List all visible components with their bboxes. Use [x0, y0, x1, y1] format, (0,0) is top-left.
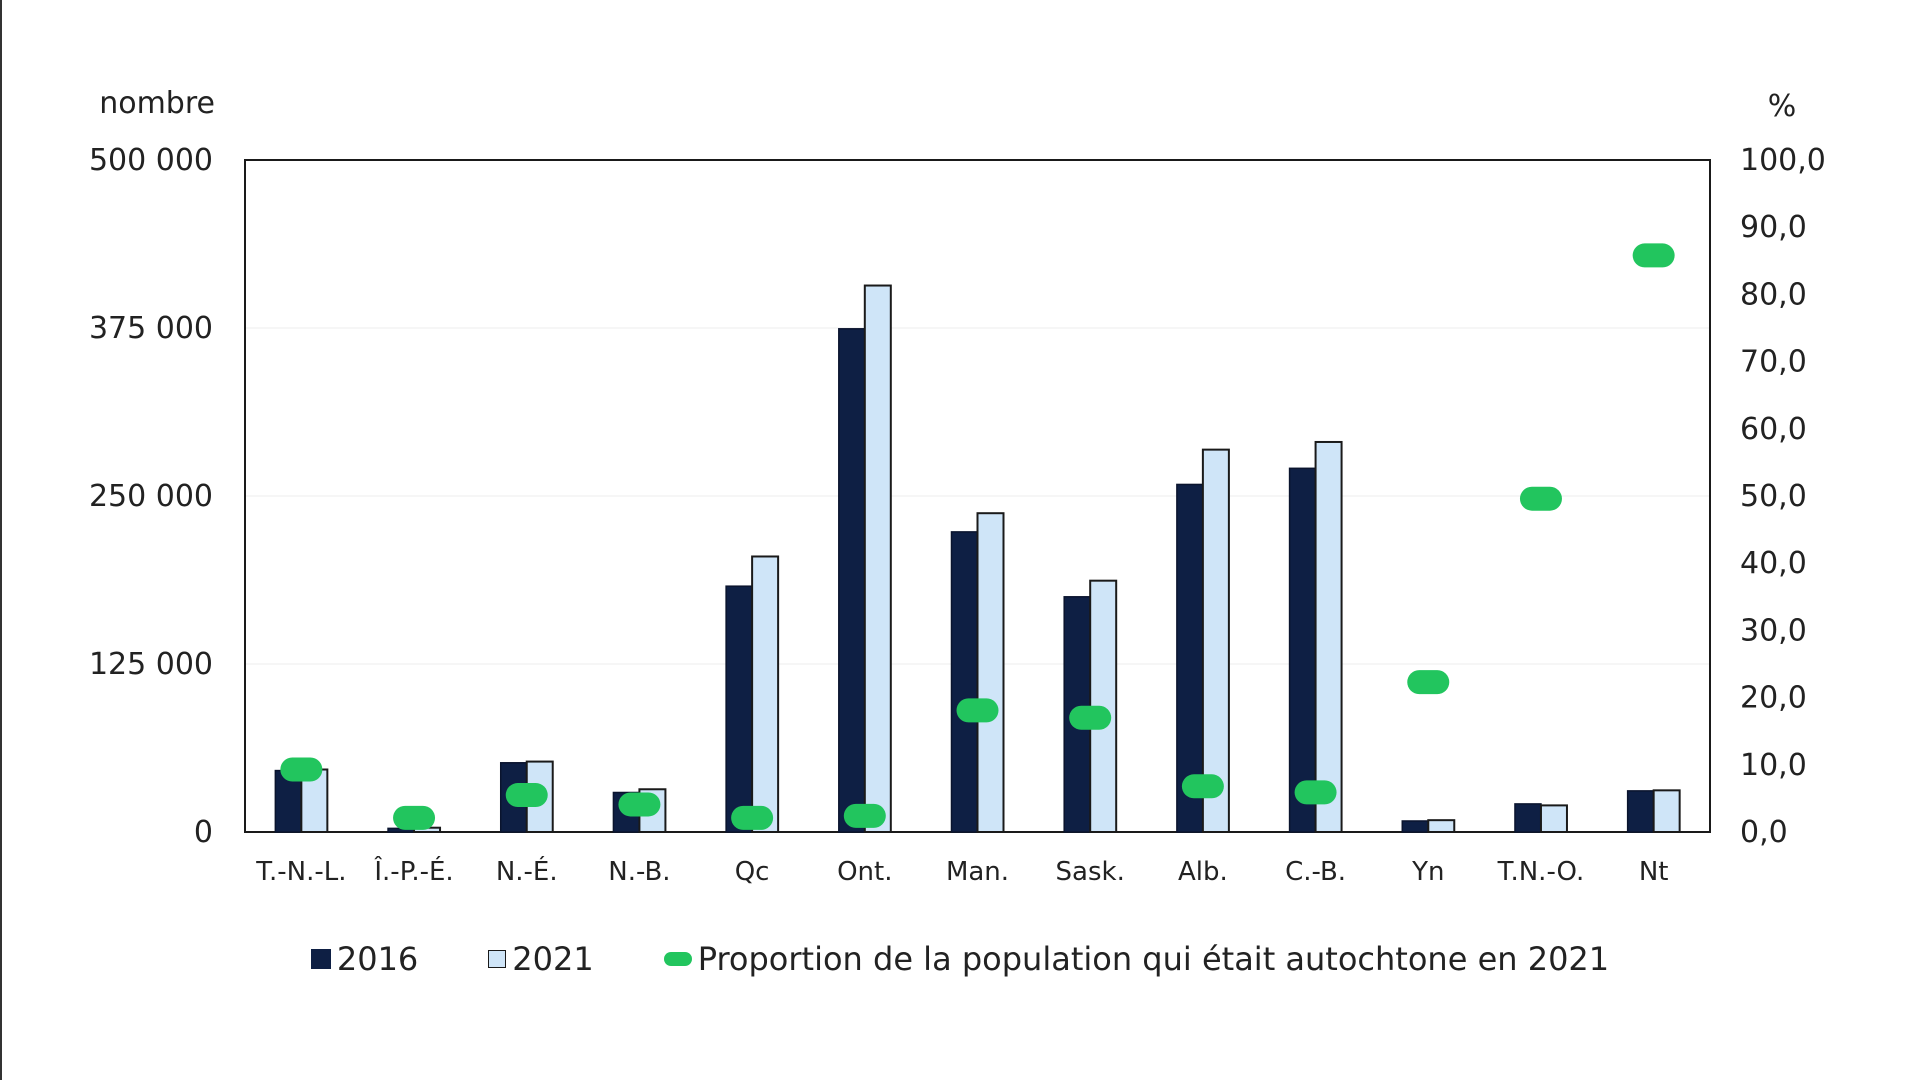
legend-swatch-proportion — [663, 952, 692, 966]
x-tick-label: Alb. — [1178, 857, 1228, 887]
bar-2021 — [863, 284, 892, 833]
bar-2021 — [976, 512, 1005, 833]
y2-tick-label: 0,0 — [1740, 815, 1788, 850]
y-tick-label: 500 000 — [89, 143, 213, 178]
bars — [274, 284, 1681, 834]
legend-item-2016: 2016 — [310, 940, 419, 978]
y2-tick-label: 100,0 — [1740, 143, 1826, 178]
bar-2016 — [725, 585, 753, 833]
proportion-point — [505, 783, 548, 808]
proportion-point — [1181, 774, 1224, 799]
bar-2021 — [1427, 819, 1456, 833]
y2-tick-label: 40,0 — [1740, 546, 1807, 581]
bar-2021 — [1201, 448, 1230, 833]
proportion-point — [280, 757, 323, 782]
x-tick-label: Nt — [1639, 857, 1669, 887]
legend-item-proportion: Proportion de la population qui était au… — [663, 940, 1610, 978]
left-edge-line — [0, 0, 2, 1080]
proportion-points — [280, 243, 1675, 830]
y-axis-ticks: 0 125 000 250 000 375 000 500 000 — [89, 143, 213, 850]
legend-label-2016: 2016 — [336, 940, 419, 978]
y2-axis-label: % — [1768, 89, 1797, 124]
bar-2016 — [1626, 790, 1655, 833]
y2-tick-label: 10,0 — [1740, 748, 1807, 783]
x-tick-label: Yn — [1411, 857, 1444, 887]
x-tick-label: C.-B. — [1285, 857, 1346, 887]
proportion-point — [956, 698, 999, 723]
x-axis-ticks: T.-N.-L. Î.-P.-É. N.-É. N.-B. Qc Ont. Man. Sask… — [255, 855, 1668, 887]
x-tick-label: Qc — [735, 857, 770, 887]
bar-2016 — [838, 328, 866, 833]
bar-2021 — [1314, 440, 1343, 833]
proportion-point — [618, 792, 661, 817]
legend-swatch-2021 — [488, 950, 507, 968]
x-tick-label: T.N.-O. — [1497, 857, 1585, 887]
x-tick-label: Man. — [946, 857, 1009, 887]
proportion-point — [731, 805, 774, 830]
y2-tick-label: 90,0 — [1740, 210, 1807, 245]
proportion-point — [1632, 243, 1675, 268]
x-tick-label: T.-N.-L. — [255, 857, 346, 887]
y-tick-label: 125 000 — [89, 647, 213, 682]
y2-tick-label: 80,0 — [1740, 277, 1807, 312]
bar-2016 — [1288, 467, 1317, 833]
y2-axis-ticks: 0,0 10,0 20,0 30,0 40,0 50,0 60,0 70,0 80,0 90,0 1… — [1740, 143, 1826, 850]
bar-2021 — [1539, 804, 1568, 833]
y2-tick-label: 30,0 — [1740, 613, 1807, 648]
proportion-point — [1407, 670, 1450, 695]
proportion-point — [1519, 486, 1562, 511]
x-tick-label: Sask. — [1056, 857, 1125, 887]
y2-tick-label: 70,0 — [1740, 345, 1807, 380]
x-tick-label: Ont. — [837, 857, 892, 887]
bar-2021 — [751, 555, 780, 833]
legend-swatch-2016 — [310, 949, 331, 969]
y2-tick-label: 50,0 — [1740, 479, 1807, 514]
x-tick-label: N.-É. — [496, 855, 558, 887]
legend-label-proportion: Proportion de la population qui était au… — [697, 940, 1610, 978]
y-tick-label: 250 000 — [89, 479, 213, 514]
legend-item-2021: 2021 — [488, 940, 594, 978]
bar-2016 — [950, 531, 979, 833]
bar-2016 — [1514, 803, 1542, 833]
y-axis-label: nombre — [99, 86, 215, 121]
y2-tick-label: 60,0 — [1740, 412, 1807, 447]
proportion-point — [843, 803, 886, 828]
y-tick-label: 0 — [194, 815, 213, 850]
proportion-point — [1294, 780, 1337, 805]
y2-tick-label: 20,0 — [1740, 681, 1807, 716]
legend: 2016 2021 Proportion de la population qu… — [0, 940, 1920, 978]
bar-2016 — [1401, 820, 1430, 833]
bar-2021 — [1652, 789, 1681, 833]
proportion-point — [1069, 705, 1112, 730]
x-tick-label: Î.-P.-É. — [373, 855, 453, 887]
proportion-point — [393, 805, 436, 830]
legend-label-2021: 2021 — [512, 940, 594, 978]
x-tick-label: N.-B. — [608, 857, 670, 887]
y-tick-label: 375 000 — [89, 311, 213, 346]
